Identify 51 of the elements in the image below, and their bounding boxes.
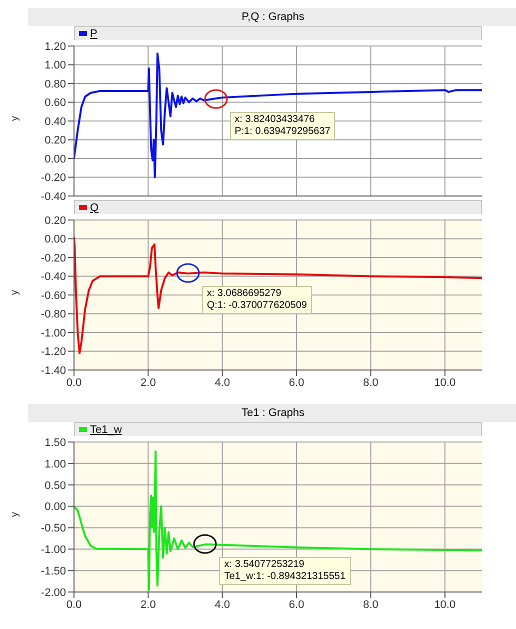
y-tick-label: -0.60 — [40, 290, 66, 302]
y-tick-label: -0.20 — [40, 172, 66, 184]
y-tick-label: 0.80 — [44, 78, 66, 90]
x-tick-label: 6.0 — [288, 376, 304, 389]
y-tick-label: 0.20 — [44, 134, 66, 147]
y-axis-title: y — [10, 512, 21, 517]
y-axis-title: y — [10, 116, 21, 121]
x-tick-label: 2.0 — [140, 598, 156, 611]
x-tick-label: 8.0 — [363, 598, 378, 611]
y-tick-label: 1.50 — [44, 436, 66, 449]
chart-title: P,Q : Graphs — [28, 8, 516, 26]
x-tick-label: 10.0 — [434, 598, 456, 611]
y-tick-label: 0.00 — [44, 501, 66, 514]
y-tick-label: 0.60 — [44, 97, 66, 110]
y-axis-title: y — [10, 290, 21, 295]
x-tick-label: 4.0 — [214, 598, 230, 611]
y-tick-label: -0.80 — [40, 308, 66, 321]
x-tick-label: 0.0 — [66, 598, 82, 611]
chart-title: Te1 : Graphs — [28, 404, 516, 422]
legend-label: Te1_w — [90, 424, 122, 436]
annotation: x: 3.82403433476 P:1: 0.639479295637 — [230, 112, 336, 140]
x-tick-label: 0.0 — [66, 376, 82, 389]
y-tick-label: 0.00 — [44, 153, 66, 166]
line-series — [74, 236, 482, 354]
y-tick-label: -1.00 — [40, 544, 66, 556]
y-tick-label: -0.40 — [40, 271, 66, 284]
y-tick-label: 0.50 — [44, 480, 66, 492]
y-tick-label: 0.20 — [44, 214, 66, 227]
legend-label: P — [90, 28, 98, 40]
legend-label: Q — [90, 202, 99, 214]
y-tick-label: -2.00 — [40, 586, 66, 599]
x-tick-label: 2.0 — [140, 376, 156, 389]
y-tick-label: 0.00 — [44, 234, 66, 246]
y-tick-label: -1.00 — [40, 327, 66, 340]
y-tick-label: 0.40 — [44, 116, 66, 128]
line-series — [74, 52, 482, 178]
y-tick-label: -0.50 — [40, 522, 66, 535]
annotation: x: 3.0686695279 Q:1: -0.370077620509 — [202, 286, 312, 314]
annotation: x: 3.54077253219 Te1_w:1: -0.894321315551 — [219, 557, 351, 586]
x-tick-label: 8.0 — [363, 376, 378, 389]
y-tick-label: -1.20 — [40, 346, 66, 358]
y-tick-label: -1.40 — [40, 364, 66, 377]
x-tick-label: 10.0 — [434, 376, 456, 389]
y-tick-label: -0.40 — [40, 190, 66, 203]
y-tick-label: -1.50 — [40, 565, 66, 578]
y-tick-label: 1.00 — [44, 60, 66, 72]
x-tick-label: 6.0 — [288, 598, 304, 611]
y-tick-label: 1.20 — [44, 40, 66, 53]
y-tick-label: 1.00 — [44, 458, 66, 470]
x-tick-label: 4.0 — [214, 376, 230, 389]
y-tick-label: -0.20 — [40, 252, 66, 264]
